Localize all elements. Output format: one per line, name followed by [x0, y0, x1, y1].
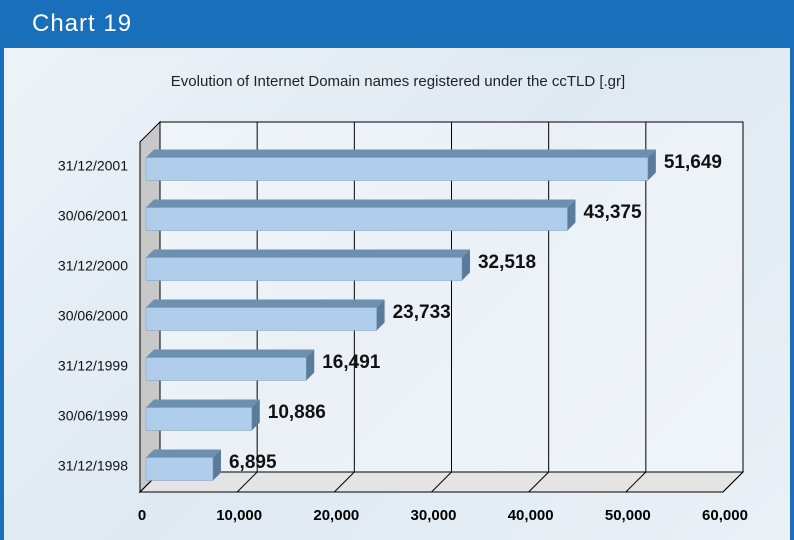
x-tick-label: 60,000 [702, 507, 748, 524]
value-label: 6,895 [229, 452, 277, 473]
y-tick-label: 31/12/2001 [58, 158, 128, 174]
bar-top [146, 250, 470, 258]
y-tick-label: 30/06/2001 [58, 208, 128, 224]
bar [146, 458, 213, 481]
bar [146, 258, 462, 281]
chart-title: Evolution of Internet Domain names regis… [171, 73, 625, 90]
x-tick-label: 30,000 [411, 507, 457, 524]
x-tick-label: 0 [138, 507, 146, 524]
bar [146, 358, 306, 381]
bar [146, 308, 377, 331]
x-tick-label: 40,000 [508, 507, 554, 524]
bar [146, 408, 252, 431]
page: Chart 19 Evolution of Internet Domain na… [0, 0, 794, 540]
y-tick-label: 31/12/1999 [58, 358, 128, 374]
bar-top [146, 300, 385, 308]
value-label: 23,733 [393, 302, 451, 323]
y-tick-label: 30/06/1999 [58, 408, 128, 424]
bar [146, 208, 567, 231]
bar-top [146, 350, 314, 358]
y-tick-label: 31/12/1998 [58, 458, 128, 474]
bar-top [146, 150, 656, 158]
y-tick-label: 30/06/2000 [58, 308, 128, 324]
bar-top [146, 450, 221, 458]
x-tick-label: 50,000 [605, 507, 651, 524]
value-label: 51,649 [664, 152, 722, 173]
value-label: 43,375 [583, 202, 642, 223]
bar-top [146, 400, 260, 408]
x-tick-label: 20,000 [313, 507, 359, 524]
value-label: 32,518 [478, 252, 536, 273]
value-label: 10,886 [268, 402, 326, 423]
chart: Evolution of Internet Domain names regis… [0, 0, 794, 540]
value-label: 16,491 [322, 352, 381, 373]
y-tick-label: 31/12/2000 [58, 258, 128, 274]
x-tick-label: 10,000 [216, 507, 262, 524]
bar-top [146, 200, 575, 208]
bar [146, 158, 648, 181]
